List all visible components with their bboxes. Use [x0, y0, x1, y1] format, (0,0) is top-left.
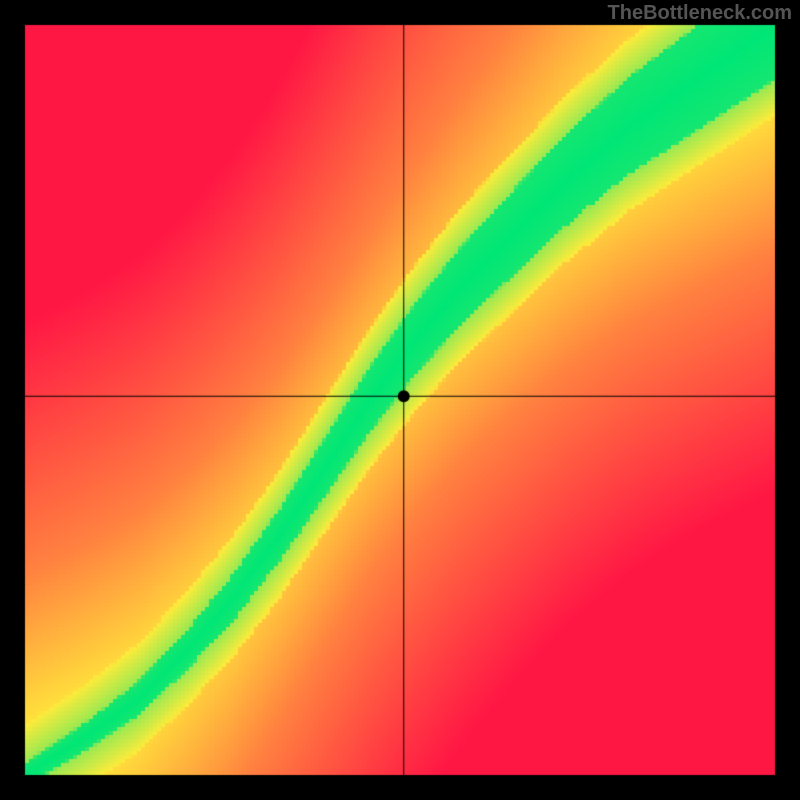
chart-container: TheBottleneck.com	[0, 0, 800, 800]
bottleneck-heatmap-canvas	[0, 0, 800, 800]
watermark-text: TheBottleneck.com	[608, 2, 792, 25]
